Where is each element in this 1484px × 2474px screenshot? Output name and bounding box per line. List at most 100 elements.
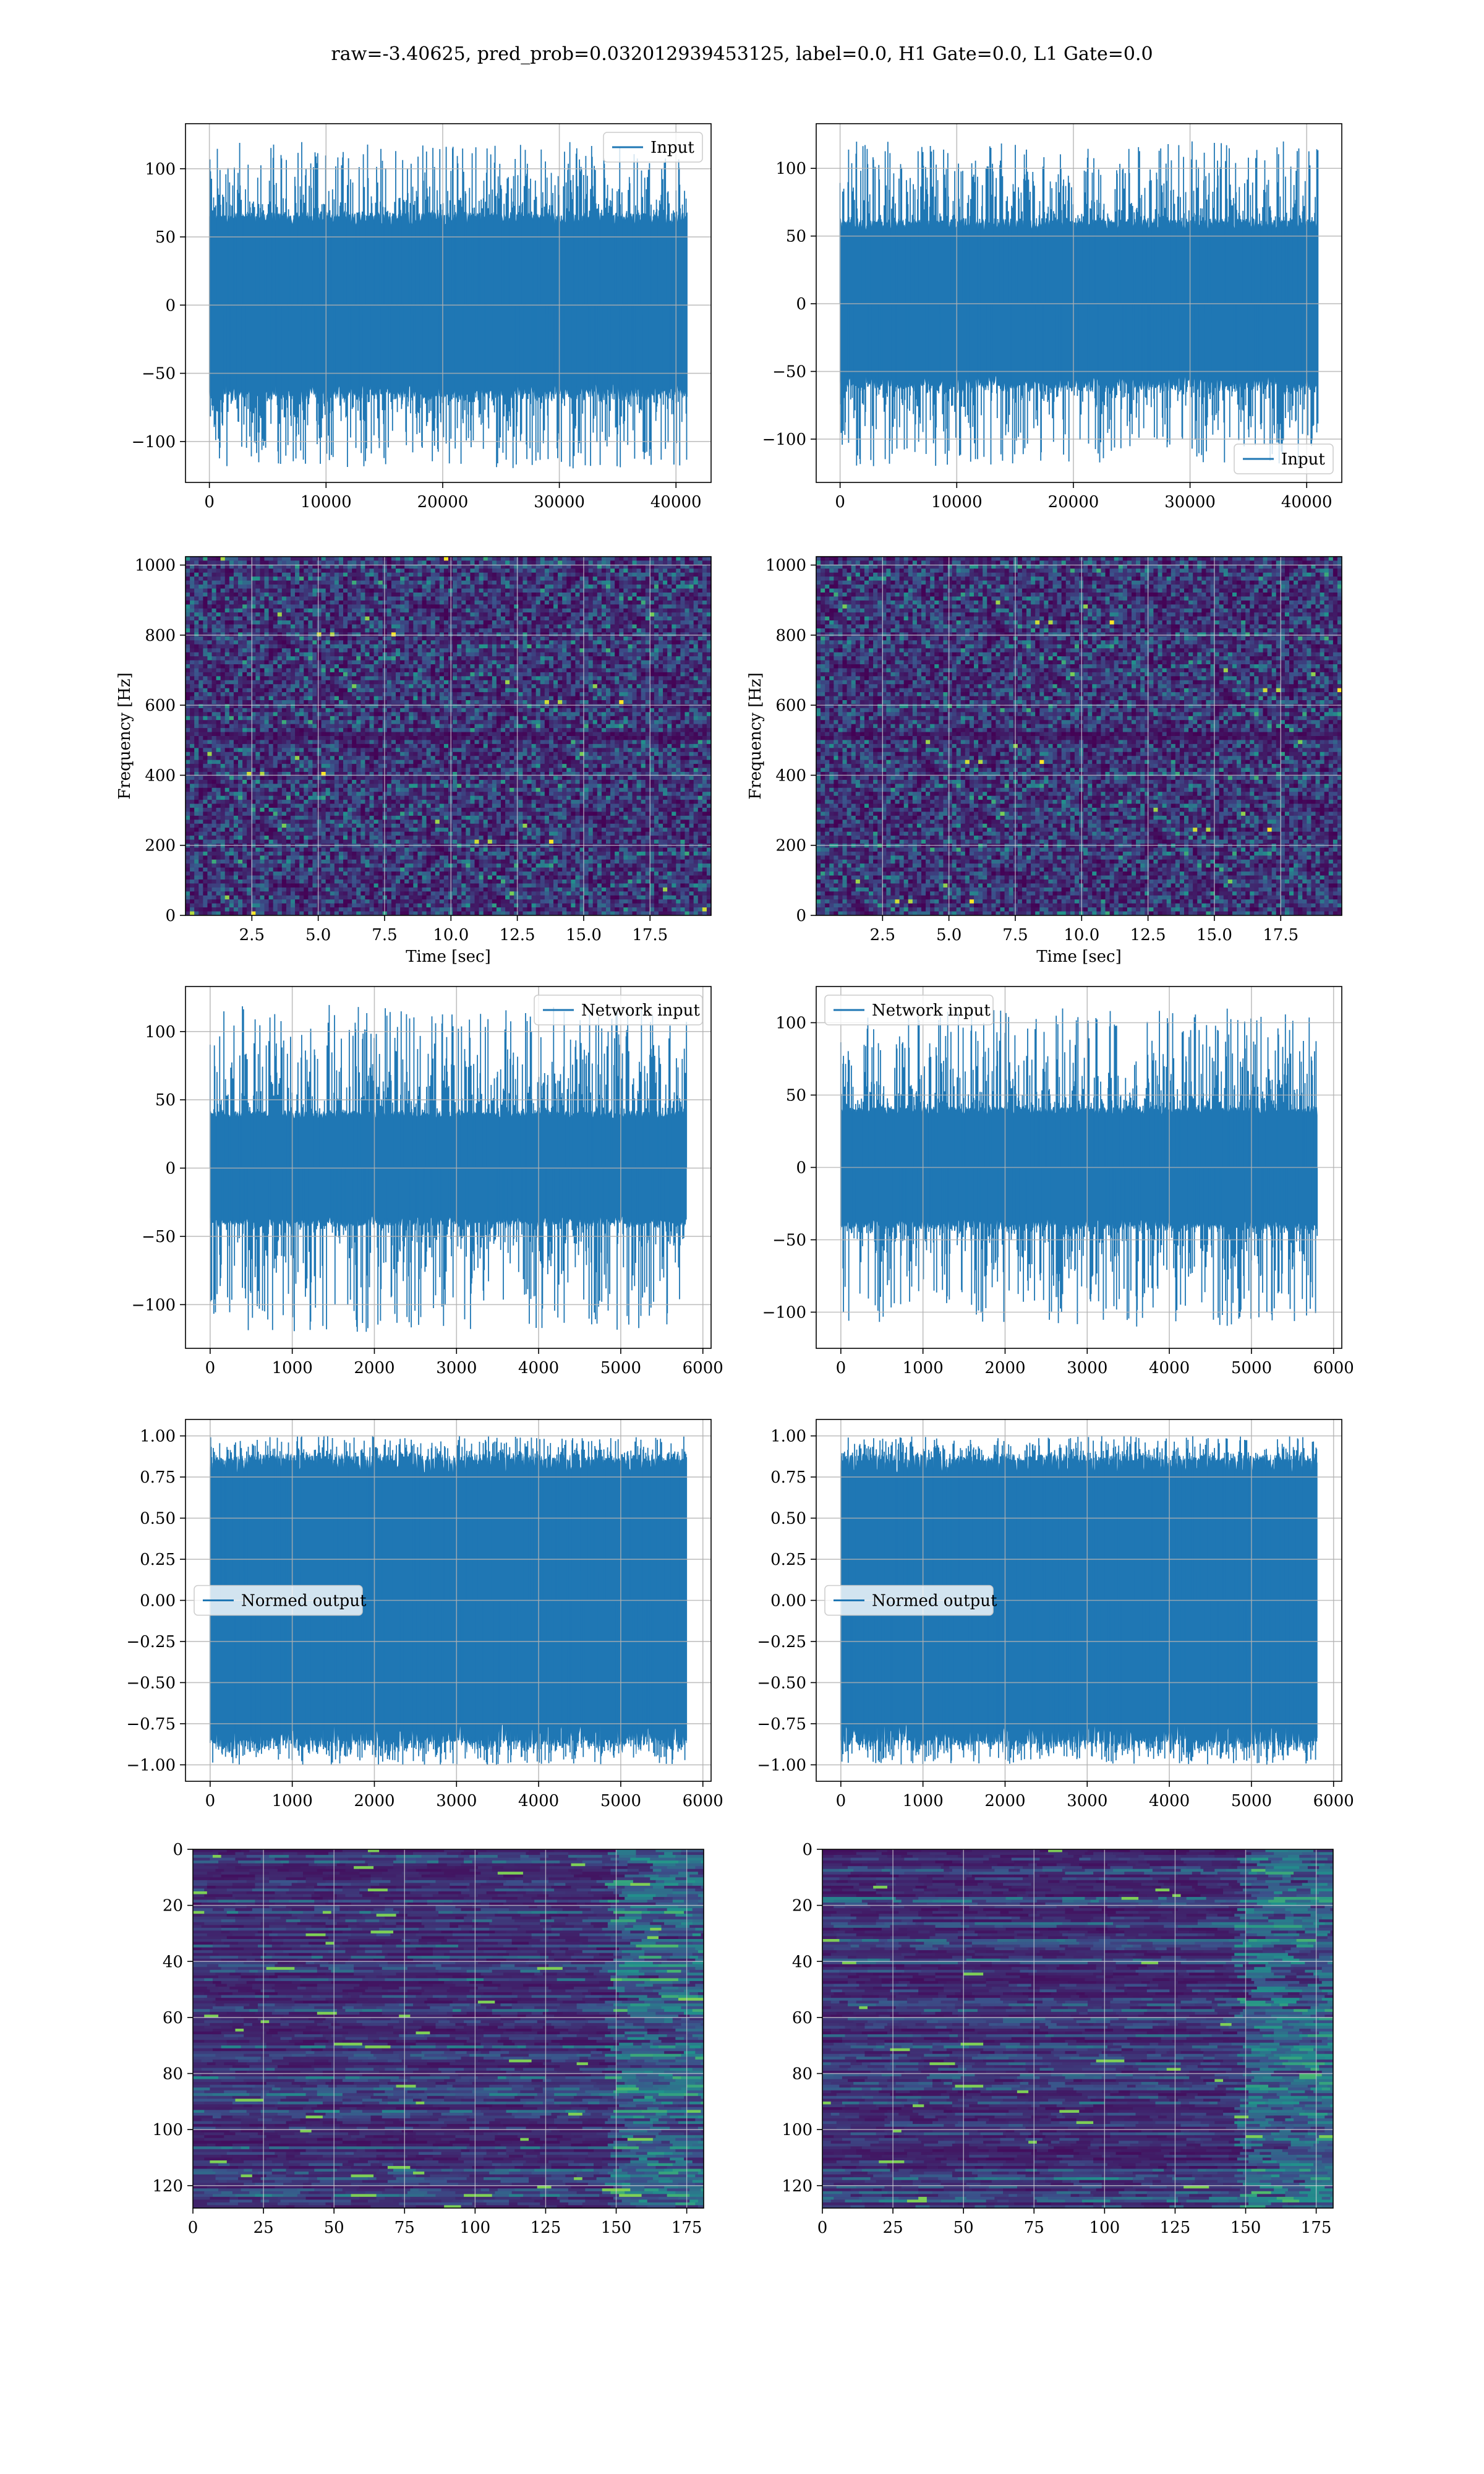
input-l1-ytick-label: 100 (775, 160, 806, 178)
network-input-h1-legend: Network input (534, 995, 703, 1025)
network-input-h1-legend-label: Network input (581, 1001, 700, 1020)
normed-output-h1-xtick-label: 3000 (436, 1792, 477, 1810)
features-h1-ytick-label: 20 (163, 1897, 183, 1915)
features-h1-heatmap-cells (193, 1849, 704, 2208)
network-input-l1-ytick-label: −50 (772, 1231, 806, 1250)
spectrogram-l1-xtick-label: 5.0 (936, 926, 962, 944)
spectrogram-l1-xlabel: Time [sec] (1036, 948, 1122, 966)
network-input-l1-plot: 0 1000 2000 3000 4000 5000 6000 100 50 0 −50 −100 Ne… (762, 986, 1354, 1377)
input-l1-xtick-label: 40000 (1281, 493, 1333, 511)
network-input-h1-xtick-label: 2000 (354, 1359, 394, 1377)
input-l1-grid (816, 124, 1342, 482)
features-h1-ytick-label: 80 (163, 2065, 183, 2084)
spectrogram-h1-ytick-label: 1000 (135, 557, 176, 575)
features-l1-xtick-label: 0 (817, 2219, 828, 2237)
network-input-l1-axes: 0 1000 2000 3000 4000 5000 6000 100 50 0 −50 −100 (762, 1014, 1354, 1378)
spectrogram-l1-plot-area (816, 557, 1342, 915)
input-h1-legend: Input (603, 132, 703, 163)
features-h1-plot: 0 25 50 75 100 125 150 175 0 20 40 60 80 100 120 (152, 1841, 704, 2237)
input-h1-frame (185, 123, 712, 483)
features-h1-plot-area (193, 1849, 704, 2208)
input-h1-ytick-label: −50 (142, 365, 176, 383)
input-h1-legend-label: Input (650, 139, 694, 157)
spectrogram-l1-xtick-label: 10.0 (1064, 926, 1099, 944)
normed-output-l1-plot-area (840, 1436, 1318, 1765)
network-input-l1-xtick-label: 5000 (1231, 1359, 1272, 1377)
normed-output-h1-ytick-label: 1.00 (140, 1427, 176, 1446)
normed-output-h1-ytick-label: 0.25 (140, 1551, 176, 1569)
network-input-h1-ytick-label: 0 (165, 1160, 176, 1178)
normed-output-l1-xtick-label: 4000 (1149, 1792, 1190, 1810)
network-input-l1-ytick-label: 0 (796, 1159, 806, 1178)
features-h1-xtick-label: 75 (394, 2219, 415, 2237)
spectrogram-l1-ylabel: Frequency [Hz] (746, 672, 765, 800)
spectrogram-h1-xtick-label: 17.5 (632, 926, 668, 944)
spectrogram-l1-plot: 2.5 5.0 7.5 10.0 12.5 15.0 17.5 1000 800 600 400 20… (746, 556, 1342, 966)
features-h1-xtick-label: 125 (531, 2219, 561, 2237)
input-l1-ytick-label: −100 (762, 430, 806, 449)
normed-output-l1-ytick-label: 0.00 (770, 1592, 806, 1611)
input-l1-xtick-label: 10000 (931, 493, 983, 511)
network-input-l1-plot-area (840, 1008, 1318, 1327)
network-input-l1-xtick-label: 6000 (1313, 1359, 1354, 1377)
normed-output-h1-axes: 0 1000 2000 3000 4000 5000 6000 1.00 0.75 0.50 0.2… (126, 1427, 723, 1810)
features-h1-xtick-label: 150 (601, 2219, 632, 2237)
normed-output-l1-ytick-label: −0.25 (757, 1633, 806, 1651)
network-input-h1-xtick-label: 4000 (518, 1359, 559, 1377)
spectrogram-l1-frame (816, 556, 1342, 916)
spectrogram-h1-grid (186, 557, 711, 916)
input-l1-ytick-label: −50 (772, 363, 806, 382)
spectrogram-l1-ytick-label: 200 (775, 837, 806, 855)
input-h1-ytick-label: 50 (155, 228, 176, 247)
network-input-h1-ytick-label: −50 (142, 1228, 176, 1246)
input-h1-plot-area (209, 142, 688, 469)
normed-output-h1-ytick-label: 0.50 (140, 1510, 176, 1528)
normed-output-l1-ytick-label: −1.00 (757, 1756, 806, 1774)
normed-output-l1-xtick-label: 3000 (1067, 1792, 1107, 1810)
network-input-l1-xtick-label: 3000 (1067, 1359, 1107, 1377)
spectrogram-l1-ytick-label: 0 (796, 907, 806, 925)
features-h1-ytick-label: 40 (163, 1953, 183, 1971)
normed-output-l1-ytick-label: 1.00 (770, 1427, 806, 1446)
features-h1-ytick-label: 120 (152, 2177, 183, 2196)
network-input-l1-legend-label: Network input (872, 1001, 991, 1020)
spectrogram-l1-ytick-label: 1000 (765, 557, 806, 575)
features-h1-ytick-label: 0 (173, 1841, 183, 1859)
network-input-l1-ytick-label: 50 (786, 1087, 806, 1105)
features-l1-plot: 0 25 50 75 100 125 150 175 0 20 40 60 80 100 120 (782, 1841, 1334, 2237)
spectrogram-h1-frame (185, 556, 712, 916)
input-h1-ytick-label: 100 (145, 160, 176, 179)
input-l1-frame (816, 123, 1342, 483)
features-l1-xtick-label: 100 (1090, 2219, 1120, 2237)
spectrogram-h1-ytick-label: 400 (145, 766, 176, 785)
features-l1-ytick-label: 80 (792, 2065, 812, 2084)
normed-output-h1-legend: Normed output (194, 1585, 367, 1616)
normed-output-l1-xtick-label: 5000 (1231, 1792, 1272, 1810)
normed-output-l1-ytick-label: −0.75 (757, 1715, 806, 1734)
features-l1-ytick-label: 0 (802, 1841, 812, 1859)
features-l1-heatmap-cells (822, 1849, 1333, 2208)
normed-output-l1-xtick-label: 6000 (1313, 1792, 1354, 1810)
spectrogram-h1-axes: 2.5 5.0 7.5 10.0 12.5 15.0 17.5 1000 800 600 400 20… (116, 557, 668, 966)
network-input-l1-xtick-label: 0 (836, 1359, 846, 1377)
spectrogram-h1-xtick-label: 15.0 (566, 926, 602, 944)
input-h1-ytick-label: −100 (132, 433, 176, 452)
spectrogram-h1-xtick-label: 5.0 (305, 926, 331, 944)
input-l1-ytick-label: 0 (796, 295, 806, 314)
input-l1-xtick-label: 0 (835, 493, 845, 511)
spectrogram-h1-xtick-label: 12.5 (500, 926, 535, 944)
normed-output-h1-xtick-label: 5000 (600, 1792, 641, 1810)
input-h1-xtick-label: 30000 (534, 493, 585, 511)
features-l1-frame (822, 1849, 1334, 2209)
normed-output-h1-ytick-label: −0.25 (126, 1633, 176, 1651)
features-h1-ytick-label: 100 (152, 2121, 183, 2139)
normed-output-h1-plot: 0 1000 2000 3000 4000 5000 6000 1.00 0.75 0.50 0.2… (126, 1419, 723, 1810)
input-l1-legend: Input (1234, 443, 1334, 474)
normed-output-l1-xtick-label: 1000 (903, 1792, 944, 1810)
features-h1-grid (192, 1849, 704, 2208)
normed-output-h1-ytick-label: 0.00 (140, 1592, 176, 1611)
network-input-h1-ytick-label: 50 (155, 1091, 176, 1110)
network-input-h1-xtick-label: 1000 (272, 1359, 313, 1377)
normed-output-h1-xtick-label: 0 (205, 1792, 216, 1810)
features-h1-axes: 0 25 50 75 100 125 150 175 0 20 40 60 80 100 120 (152, 1841, 702, 2237)
